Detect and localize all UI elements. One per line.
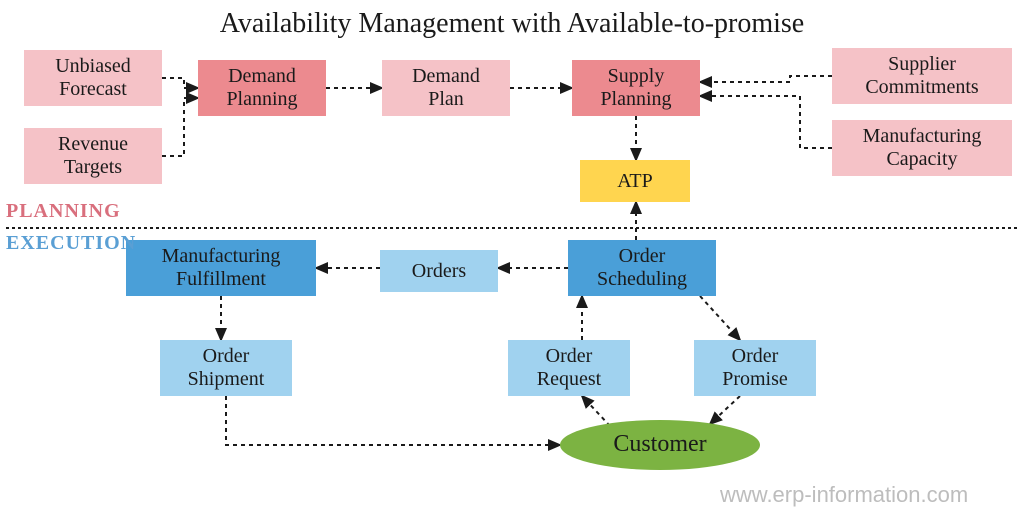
- edge-unbiased_forecast-to-demand_planning: [162, 78, 198, 88]
- node-demand-planning: DemandPlanning: [198, 60, 326, 116]
- node-supplier-commit: SupplierCommitments: [832, 48, 1012, 104]
- edge-order_shipment-to-customer: [226, 396, 560, 445]
- edge-supplier_commit-to-supply_planning: [700, 76, 832, 82]
- edge-revenue_targets-to-demand_planning: [162, 98, 198, 156]
- diagram-title: Availability Management with Available-t…: [0, 8, 1024, 40]
- edge-mfg_capacity-to-supply_planning: [700, 96, 832, 148]
- edge-order_promise-to-customer: [710, 396, 740, 424]
- node-order-request: OrderRequest: [508, 340, 630, 396]
- node-revenue-targets: RevenueTargets: [24, 128, 162, 184]
- node-mfg-capacity: ManufacturingCapacity: [832, 120, 1012, 176]
- node-customer: Customer: [560, 420, 760, 470]
- node-unbiased-forecast: UnbiasedForecast: [24, 50, 162, 106]
- watermark: www.erp-information.com: [720, 482, 968, 508]
- node-supply-planning: SupplyPlanning: [572, 60, 700, 116]
- node-order-sched: OrderScheduling: [568, 240, 716, 296]
- node-mfg-fulfill: ManufacturingFulfillment: [126, 240, 316, 296]
- execution-label: EXECUTION: [6, 232, 136, 255]
- edge-customer-to-order_request: [582, 396, 610, 426]
- edge-order_sched-to-order_promise: [700, 296, 740, 340]
- node-order-shipment: OrderShipment: [160, 340, 292, 396]
- node-demand-plan: DemandPlan: [382, 60, 510, 116]
- planning-label: PLANNING: [6, 200, 121, 223]
- node-order-promise: OrderPromise: [694, 340, 816, 396]
- node-orders: Orders: [380, 250, 498, 292]
- node-atp: ATP: [580, 160, 690, 202]
